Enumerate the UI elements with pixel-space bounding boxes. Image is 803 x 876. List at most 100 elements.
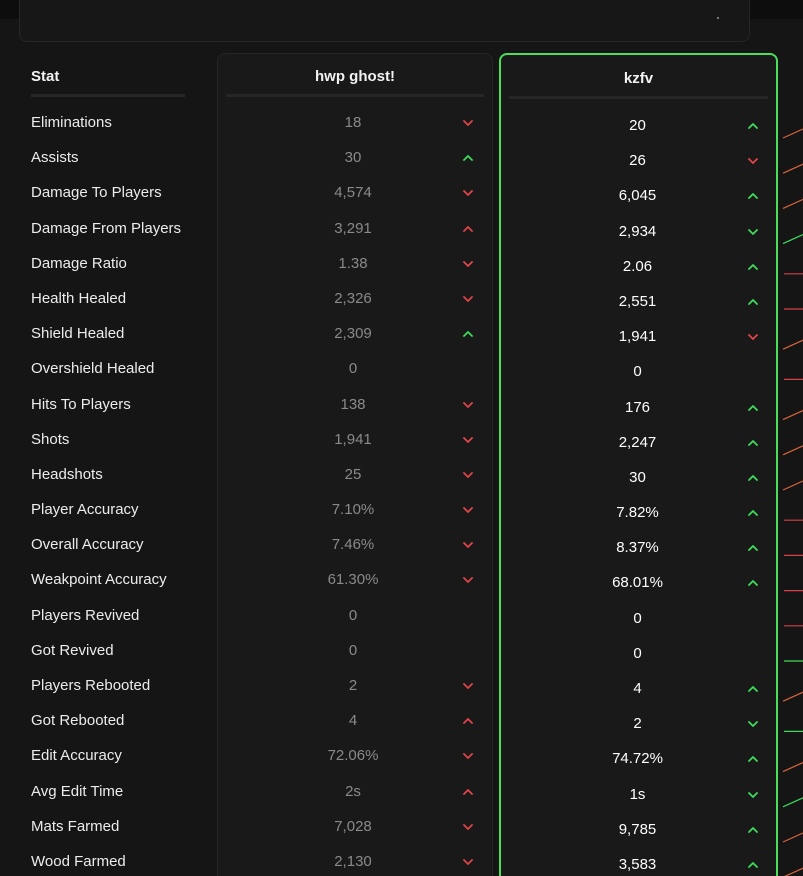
panel-dot [717, 17, 719, 19]
chevron-up-icon [463, 787, 473, 797]
stat-label: Eliminations [31, 114, 112, 131]
player1-stat-row: 0 [218, 598, 492, 633]
stat-label: Damage Ratio [31, 254, 127, 272]
player1-stat-row: 7,028 [218, 809, 492, 844]
player1-stat-row: 4,574 [218, 175, 492, 210]
player2-stat-value: 7.82% [616, 504, 659, 522]
chevron-up-icon [748, 684, 758, 694]
player2-name[interactable]: kzfv [509, 55, 768, 99]
player2-stat-row: 68.01% [501, 565, 776, 600]
player2-stat-value: 3,583 [618, 855, 657, 873]
player2-stat-value: 176 [624, 398, 651, 416]
player2-stat-row: 0 [501, 601, 776, 636]
player2-stat-row: 6,045 [501, 178, 776, 213]
player2-stat-row: 176 [501, 390, 776, 425]
stat-label: Players Revived [31, 606, 140, 624]
chevron-down-icon [463, 400, 473, 410]
chevron-down-icon [463, 540, 473, 550]
chevron-down-icon [748, 156, 758, 166]
chevron-up-icon [748, 121, 758, 131]
player2-stat-value: 2.06 [622, 257, 653, 275]
stat-label: Overall Accuracy [31, 536, 144, 554]
stat-rows: Eliminations Assists Damage To Players Dama… [31, 105, 185, 876]
stat-label: Weakpoint Accuracy [31, 571, 167, 589]
chevron-down-icon [748, 719, 758, 729]
chevron-up-icon [748, 191, 758, 201]
chevron-up-icon [748, 860, 758, 870]
chevron-up-icon [748, 438, 758, 448]
chevron-up-icon [463, 153, 473, 163]
player2-stat-value: 4 [633, 680, 642, 697]
player1-column: hwp ghost! 18 30 4,574 3,291 1.38 2,326 2,309 0… [217, 53, 493, 876]
player1-stat-value: 3,291 [334, 219, 372, 237]
stat-label: Players Rebooted [31, 677, 151, 694]
stat-label: Avg Edit Time [31, 782, 124, 800]
player1-stat-value: 138 [340, 395, 366, 413]
player2-stat-value: 1s [629, 785, 646, 803]
player1-name[interactable]: hwp ghost! [226, 54, 484, 97]
sparkline [782, 410, 803, 421]
player1-stat-row: 138 [218, 387, 492, 422]
chevron-down-icon [463, 681, 473, 691]
chevron-up-icon [748, 543, 758, 553]
chevron-down-icon [463, 857, 473, 867]
player2-stat-value: 20 [629, 117, 646, 134]
player1-stat-value: 1.38 [338, 254, 368, 272]
sparkline [782, 339, 803, 350]
sparkline [782, 163, 803, 174]
stat-label: Wood Farmed [31, 852, 126, 870]
sparkline [782, 797, 803, 808]
player1-stat-row: 30 [218, 140, 492, 175]
stat-label: Damage To Players [31, 184, 162, 202]
player1-stat-row: 2,309 [218, 316, 492, 351]
player2-stat-value: 8.37% [616, 539, 659, 557]
chevron-down-icon [463, 822, 473, 832]
player2-stat-value: 68.01% [612, 574, 663, 592]
stat-column: Stat Eliminations Assists Damage To Player… [31, 55, 185, 870]
chevron-up-icon [748, 403, 758, 413]
player2-stat-row: 8.37% [501, 530, 776, 565]
top-panel [19, 0, 750, 42]
player2-stat-value: 2,551 [618, 292, 657, 310]
player2-stat-row: 7.82% [501, 495, 776, 530]
player1-stat-row: 3,291 [218, 211, 492, 246]
chevron-down-icon [463, 259, 473, 269]
player2-stat-row: 3,583 [501, 847, 776, 876]
player1-stat-value: 2,309 [334, 325, 372, 343]
player1-stat-row: 2,130 [218, 844, 492, 876]
sparkline [782, 128, 803, 139]
stat-label: Got Rebooted [31, 712, 125, 730]
stat-label: Shield Healed [31, 325, 125, 343]
stat-label: Health Healed [31, 289, 127, 307]
chevron-up-icon [748, 297, 758, 307]
player1-stat-value: 7,028 [334, 817, 372, 835]
player2-stat-value: 2,247 [618, 433, 657, 451]
player2-stat-row: 1s [501, 777, 776, 812]
chevron-down-icon [463, 575, 473, 585]
stat-label: Headshots [31, 465, 103, 483]
sparkline [782, 691, 803, 702]
player1-stat-value: 1,941 [334, 430, 372, 448]
sparkline-strip [782, 128, 803, 876]
sparkline [784, 867, 803, 876]
player1-stat-row: 2,326 [218, 281, 492, 316]
player1-stat-row: 72.06% [218, 738, 492, 773]
player2-stat-row: 0 [501, 354, 776, 389]
player2-stat-row: 0 [501, 636, 776, 671]
player2-stat-value: 0 [633, 644, 642, 662]
chevron-down-icon [463, 470, 473, 480]
chevron-up-icon [748, 473, 758, 483]
player2-stat-row: 20 [501, 108, 776, 143]
player2-column: kzfv 20 26 6,045 2,934 2.06 2,551 1,941 0 176 2,2… [499, 53, 778, 876]
player2-stat-row: 9,785 [501, 812, 776, 847]
player1-stat-row: 0 [218, 633, 492, 668]
player1-stat-value: 72.06% [327, 747, 379, 765]
chevron-down-icon [463, 294, 473, 304]
player1-stat-value: 61.30% [327, 571, 379, 589]
player2-stat-value: 26 [629, 152, 646, 170]
player1-stat-value: 2,130 [334, 852, 372, 870]
player1-stat-value: 0 [348, 606, 358, 624]
player1-stat-value: 7.10% [331, 501, 375, 519]
stat-label: Shots [31, 430, 70, 448]
